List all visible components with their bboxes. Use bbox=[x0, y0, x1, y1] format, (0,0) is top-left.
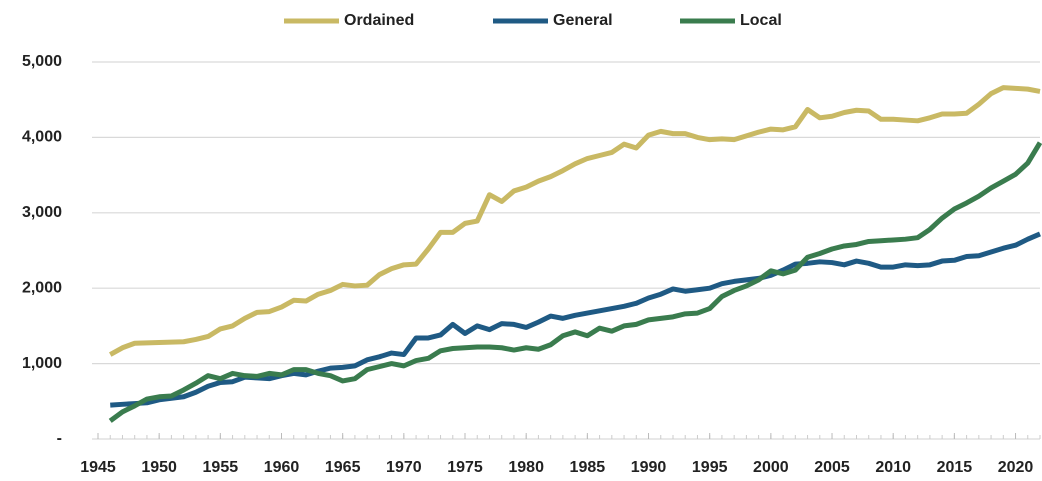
x-tick-label: 2010 bbox=[875, 459, 911, 476]
series-line bbox=[109, 85, 1041, 357]
x-tick-label: 1960 bbox=[264, 459, 300, 476]
x-tick-label: 1945 bbox=[80, 459, 116, 476]
legend-label: General bbox=[553, 12, 613, 29]
x-tick-label: 2015 bbox=[937, 459, 973, 476]
y-tick-label: 3,000 bbox=[22, 204, 62, 221]
y-tick-label: 4,000 bbox=[22, 129, 62, 146]
x-tick-label: 2000 bbox=[753, 459, 789, 476]
y-tick-label: 2,000 bbox=[22, 279, 62, 296]
x-tick-label: 1970 bbox=[386, 459, 422, 476]
y-tick-label: 5,000 bbox=[22, 53, 62, 70]
x-tick-label: 1990 bbox=[631, 459, 667, 476]
x-tick-label: 1955 bbox=[203, 459, 239, 476]
series-line bbox=[110, 231, 1041, 408]
x-tick-label: 1980 bbox=[508, 459, 544, 476]
y-tick-label: - bbox=[57, 430, 62, 447]
legend-label: Ordained bbox=[344, 12, 414, 29]
series-line bbox=[108, 141, 1042, 423]
x-tick-label: 1995 bbox=[692, 459, 728, 476]
x-tick-label: 1950 bbox=[141, 459, 177, 476]
x-tick-label: 2020 bbox=[998, 459, 1034, 476]
legend-label: Local bbox=[740, 12, 782, 29]
y-tick-label: 1,000 bbox=[22, 355, 62, 372]
x-tick-label: 1965 bbox=[325, 459, 361, 476]
x-tick-label: 1975 bbox=[447, 459, 483, 476]
x-tick-label: 2005 bbox=[814, 459, 850, 476]
x-tick-label: 1985 bbox=[570, 459, 606, 476]
